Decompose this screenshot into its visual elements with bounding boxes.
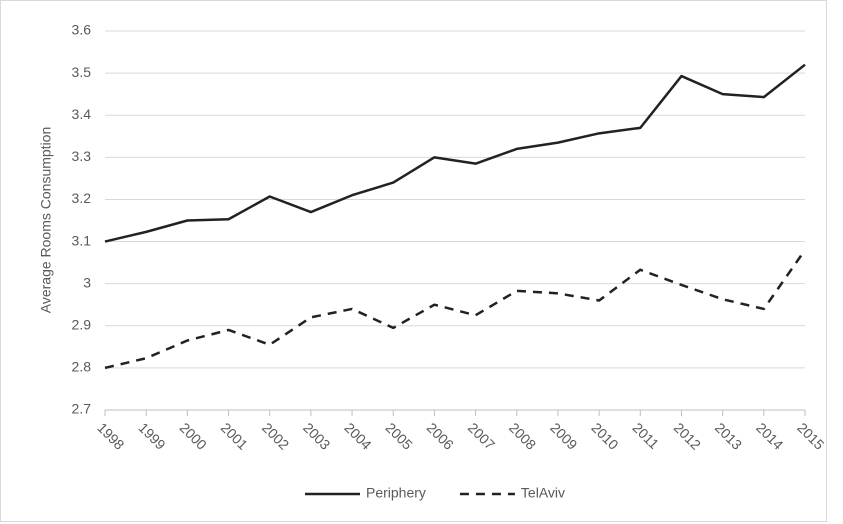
y-tick-label: 3.5 <box>72 64 92 80</box>
y-tick-label: 3.4 <box>72 106 92 122</box>
y-tick-label: 3.1 <box>72 232 92 248</box>
y-tick-label: 2.8 <box>72 359 92 375</box>
line-series <box>104 63 806 243</box>
y-tick-label: 3.2 <box>72 190 92 206</box>
y-tick-label: 3 <box>83 274 91 290</box>
y-tick-label: 3.6 <box>72 22 92 38</box>
y-tick-label: 2.9 <box>72 316 92 332</box>
chart-border <box>0 0 827 522</box>
y-axis-label: Average Rooms Consumption <box>38 127 54 314</box>
legend-label: Periphery <box>366 485 426 501</box>
y-tick-label: 3.3 <box>72 148 92 164</box>
legend-label: TelAviv <box>521 485 565 501</box>
y-tick-label: 2.7 <box>72 401 92 417</box>
